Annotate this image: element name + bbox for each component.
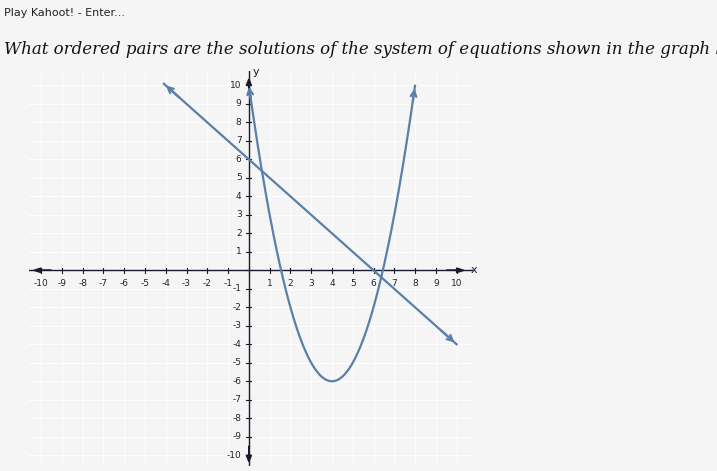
Text: 8: 8 [412,279,418,288]
Text: -3: -3 [182,279,191,288]
Text: -2: -2 [203,279,212,288]
Text: 6: 6 [371,279,376,288]
Text: 4: 4 [329,279,335,288]
Text: 10: 10 [451,279,462,288]
Text: -9: -9 [57,279,67,288]
Text: -2: -2 [233,303,242,312]
Text: -6: -6 [120,279,129,288]
Text: -1: -1 [232,284,242,293]
Text: x: x [471,265,478,276]
Text: 3: 3 [236,211,242,219]
Text: -9: -9 [232,432,242,441]
Text: -4: -4 [161,279,170,288]
Text: Play Kahoot! - Enter...: Play Kahoot! - Enter... [4,8,125,18]
Text: -7: -7 [232,395,242,404]
FancyArrow shape [246,446,252,462]
Text: -5: -5 [232,358,242,367]
FancyArrow shape [446,268,464,273]
Text: -1: -1 [224,279,232,288]
Text: 4: 4 [236,192,242,201]
Text: 9: 9 [236,99,242,108]
Text: -10: -10 [227,451,242,460]
Text: -3: -3 [232,321,242,330]
Text: -8: -8 [78,279,87,288]
Text: 1: 1 [236,247,242,256]
FancyArrow shape [246,79,252,95]
Text: 3: 3 [308,279,314,288]
FancyArrow shape [34,268,52,273]
Text: 10: 10 [230,81,242,90]
Text: -5: -5 [141,279,150,288]
Text: What ordered pairs are the solutions of the system of equations shown in the gra: What ordered pairs are the solutions of … [4,41,717,58]
Text: -4: -4 [233,340,242,349]
Text: y: y [253,67,260,78]
Text: -7: -7 [99,279,108,288]
Text: 6: 6 [236,155,242,164]
Text: 7: 7 [236,137,242,146]
Text: 1: 1 [267,279,272,288]
Text: -6: -6 [232,377,242,386]
Text: -10: -10 [34,279,49,288]
Text: 9: 9 [433,279,439,288]
Text: 2: 2 [288,279,293,288]
Text: 5: 5 [350,279,356,288]
Text: 2: 2 [236,229,242,238]
Text: 8: 8 [236,118,242,127]
Text: 5: 5 [236,173,242,182]
Text: -8: -8 [232,414,242,422]
Text: 7: 7 [391,279,397,288]
